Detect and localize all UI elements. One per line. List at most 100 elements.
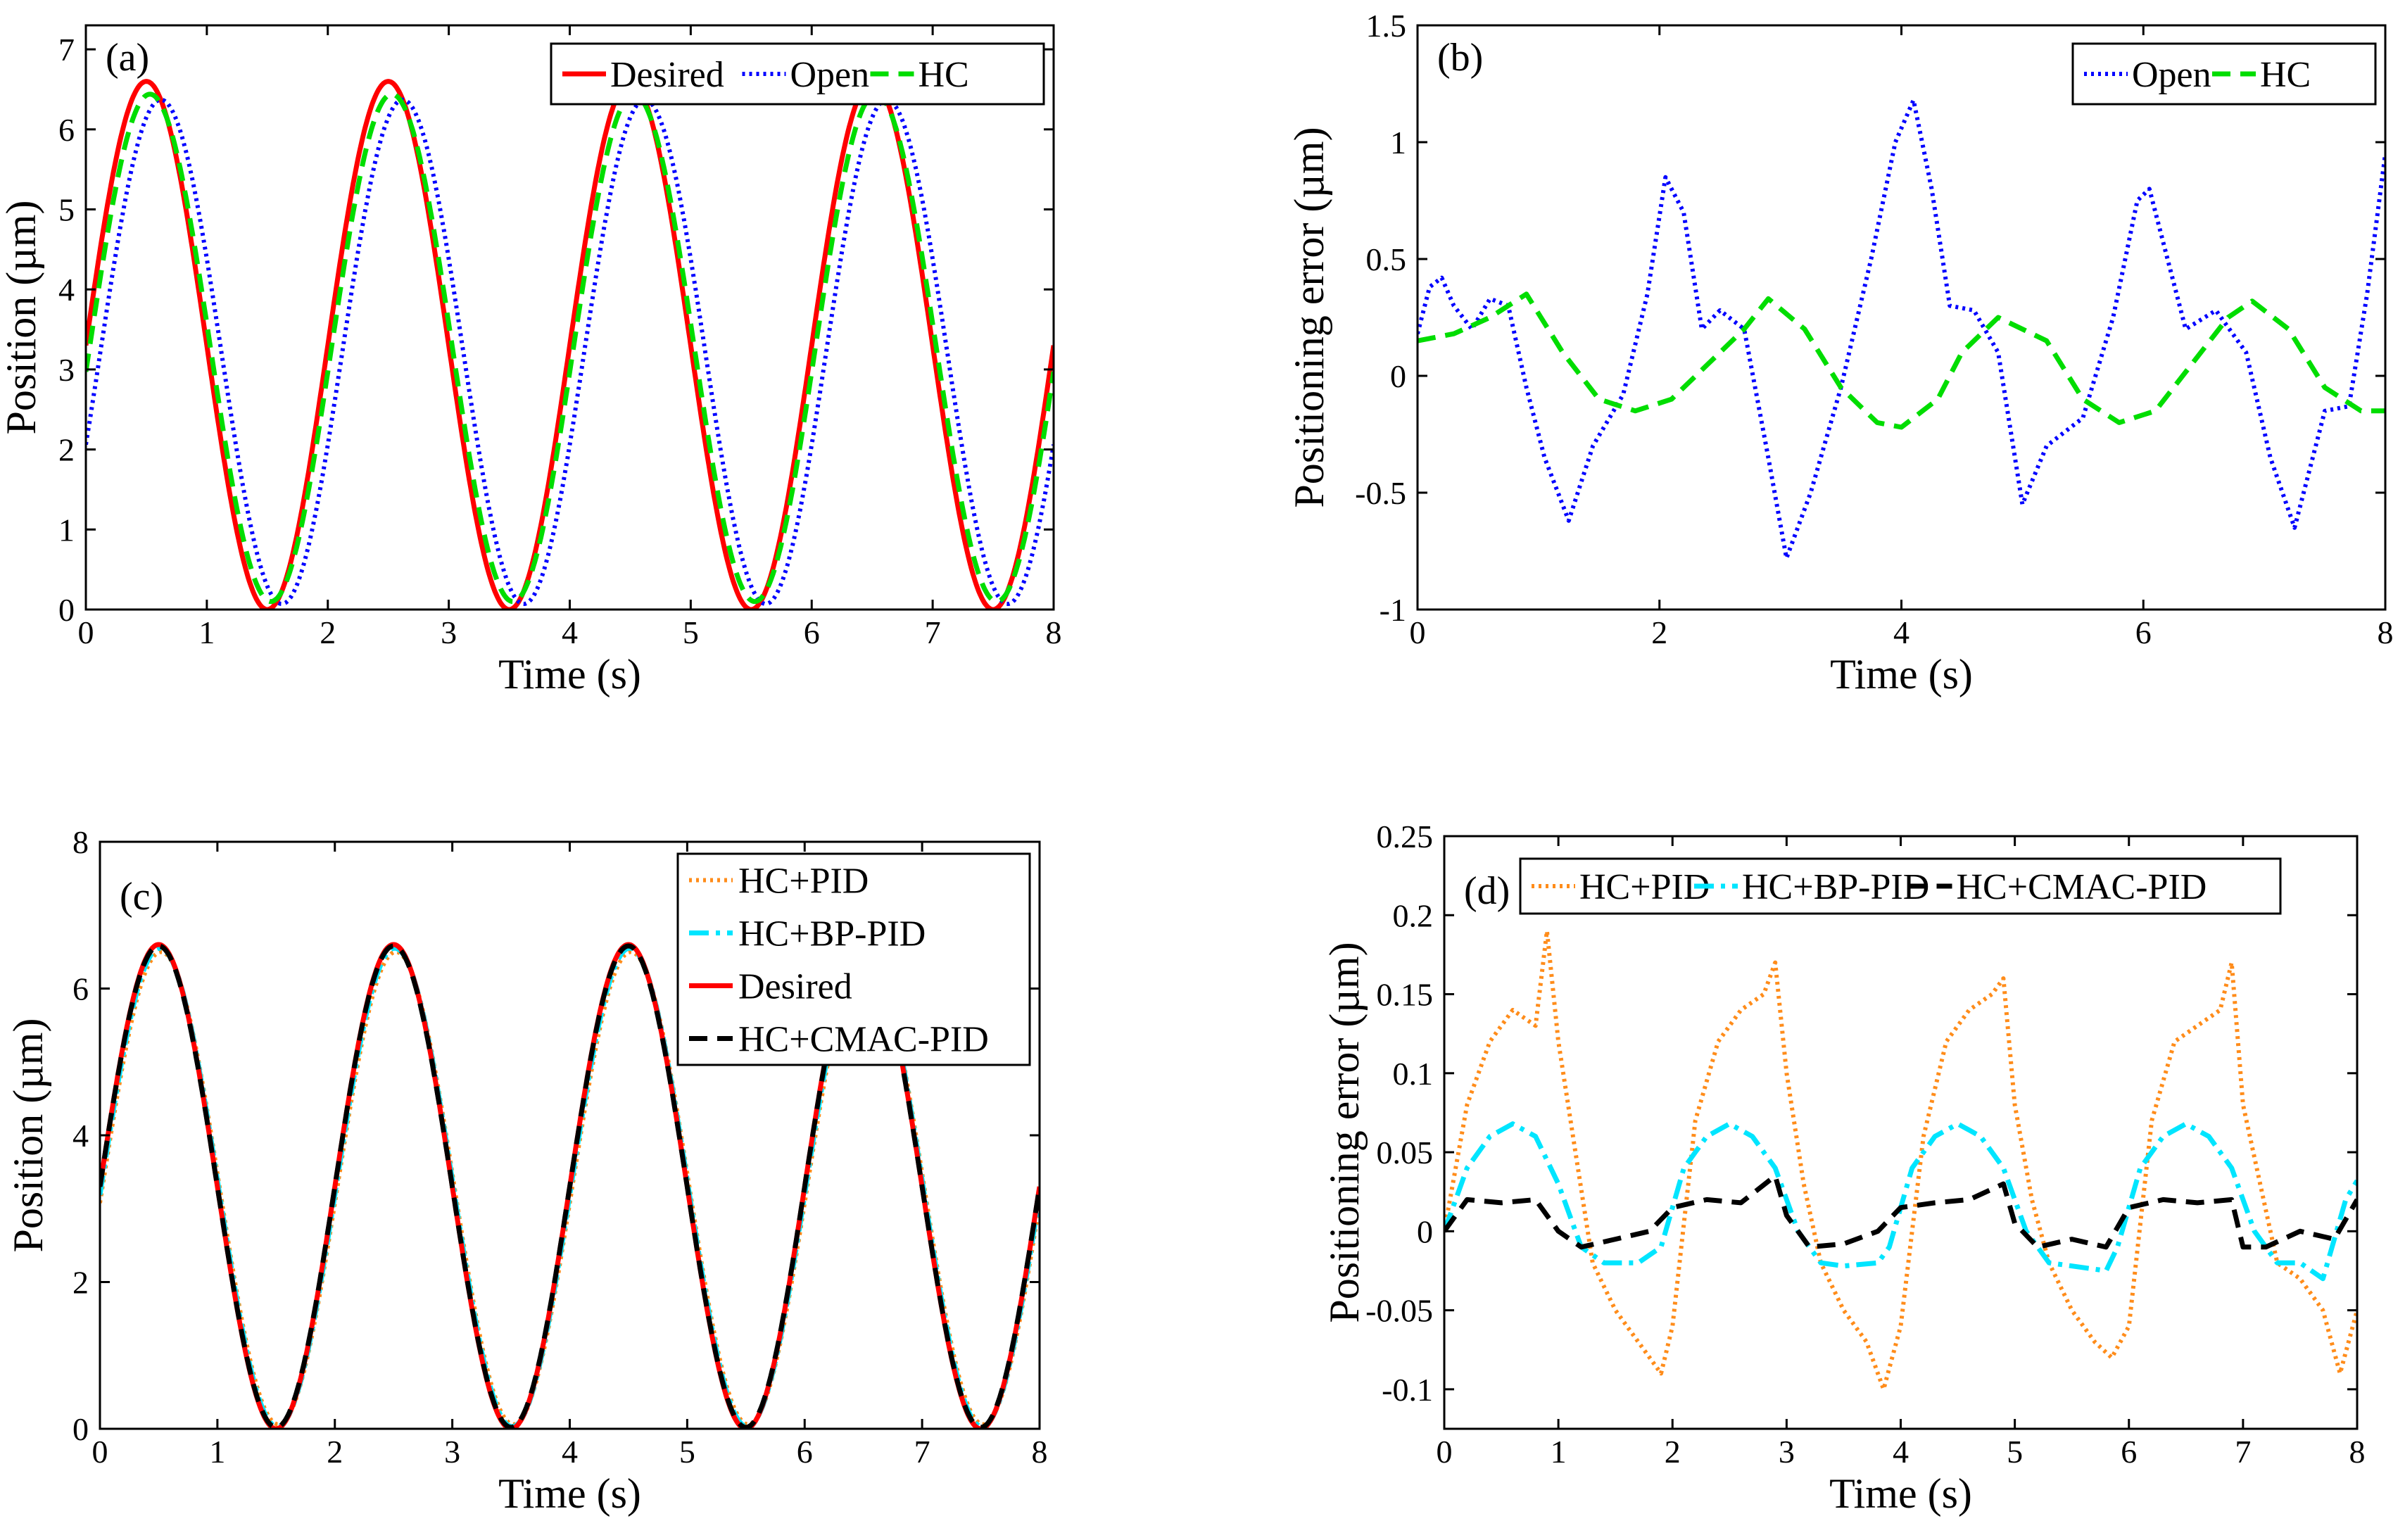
legend-label: HC+BP-PID	[1742, 867, 1929, 907]
y-tick-label: 0.2	[1393, 897, 1434, 933]
chart-panel-b: 0 2 4 6 8 -1 -0.5 0 0.5 1 1.5 Time (s) Positioning e…	[1286, 8, 2394, 698]
x-tick-label: 5	[2007, 1434, 2023, 1470]
x-tick-label: 6	[2135, 614, 2152, 650]
x-tick-label: 7	[925, 614, 941, 650]
legend: HC+PID HC+BP-PID HC+CMAC-PID	[1519, 857, 2282, 915]
panel-label: (c)	[120, 875, 163, 919]
series-line-hc-cmac-pid	[1444, 1173, 2357, 1250]
x-tick-label: 8	[2378, 614, 2394, 650]
y-tick-label: 2	[58, 432, 75, 468]
x-axis-label: Time (s)	[1830, 651, 1973, 698]
x-tick-label: 3	[444, 1434, 460, 1470]
x-axis-label: Time (s)	[1829, 1470, 1972, 1517]
series-line-open	[1418, 98, 2385, 560]
y-tick-label: 4	[72, 1118, 89, 1154]
y-tick-label: 0.15	[1377, 977, 1434, 1013]
x-tick-label: 2	[1665, 1434, 1681, 1470]
x-tick-label: 4	[1893, 614, 1910, 650]
x-tick-label: 0	[92, 1434, 108, 1470]
legend: Open HC	[2071, 42, 2377, 106]
y-tick-label: 0	[58, 592, 75, 628]
legend-label: HC+CMAC-PID	[1957, 867, 2207, 907]
x-tick-label: 4	[1893, 1434, 1909, 1470]
x-tick-label: 3	[441, 614, 457, 650]
x-tick-label: 1	[198, 614, 215, 650]
series-group	[1418, 98, 2385, 560]
x-tick-label: 4	[562, 614, 578, 650]
panel-label: (d)	[1464, 869, 1510, 913]
legend-label: HC	[2260, 55, 2311, 95]
y-tick-label: 6	[72, 971, 89, 1007]
x-tick-label: 1	[1551, 1434, 1567, 1470]
series-group	[1444, 928, 2357, 1391]
panel-label: (a)	[106, 36, 149, 80]
x-tick-label: 5	[679, 1434, 695, 1470]
y-axis-label: Positioning error (µm)	[1286, 127, 1332, 507]
legend-box	[1519, 857, 2282, 915]
y-tick-label: 0	[1417, 1213, 1433, 1249]
y-tick-label: 1	[1390, 125, 1406, 160]
y-tick-label: 2	[72, 1265, 89, 1301]
legend-label: HC	[919, 55, 969, 95]
y-tick-label: 0.25	[1377, 819, 1434, 854]
y-tick-label: 0	[1390, 358, 1406, 394]
legend-box	[550, 42, 1045, 106]
y-axis-label: Position (µm)	[5, 1018, 51, 1253]
chart-panel-c: 0 1 2 3 4 5 6 7 8 0 2 4 6 8 Time (s) Position (µm) (c) HC…	[5, 824, 1048, 1517]
y-tick-label: 8	[72, 824, 89, 860]
x-tick-label: 2	[1651, 614, 1667, 650]
y-tick-label: 0.1	[1393, 1056, 1434, 1092]
x-tick-label: 0	[1410, 614, 1426, 650]
x-tick-label: 8	[1046, 614, 1062, 650]
plot-frame	[1416, 24, 2387, 611]
y-tick-label: 1	[58, 512, 75, 548]
x-axis-label: Time (s)	[498, 651, 641, 698]
x-tick-label: 2	[320, 614, 336, 650]
y-tick-label: -1	[1380, 592, 1406, 628]
series-line-hc-pid	[1444, 928, 2357, 1391]
panel-label: (b)	[1437, 36, 1483, 80]
chart-panel-a: 0 1 2 3 4 5 6 7 8 0 1 2 3 4 5 6 7 Time (s) Position (µm) (a…	[0, 24, 1062, 698]
y-tick-label: 1.5	[1366, 8, 1407, 44]
x-tick-label: 6	[797, 1434, 813, 1470]
legend-box	[676, 852, 1031, 1066]
legend-label: Open	[2132, 55, 2211, 95]
x-tick-label: 8	[2349, 1434, 2366, 1470]
series-line-hc-bp-pid	[1444, 1121, 2357, 1282]
x-tick-label: 0	[1437, 1434, 1453, 1470]
y-tick-label: 0	[72, 1411, 89, 1447]
series-group	[86, 79, 1054, 610]
x-tick-label: 7	[2235, 1434, 2251, 1470]
x-tick-label: 8	[1032, 1434, 1048, 1470]
x-tick-label: 4	[562, 1434, 578, 1470]
y-tick-label: -0.1	[1382, 1372, 1433, 1408]
y-tick-label: -0.5	[1355, 475, 1406, 511]
plot-frame	[1443, 835, 2359, 1430]
x-tick-label: 1	[209, 1434, 225, 1470]
y-tick-label: -0.05	[1365, 1293, 1433, 1329]
chart-panel-d: 0 1 2 3 4 5 6 7 8 -0.1 -0.05 0 0.05 0.1 0.15 0.2 0.25 Tim…	[1321, 819, 2366, 1517]
x-tick-label: 2	[327, 1434, 343, 1470]
y-tick-label: 3	[58, 352, 75, 388]
legend-label: HC+PID	[1579, 867, 1710, 907]
series-line-hc	[86, 91, 1054, 605]
x-tick-label: 0	[78, 614, 94, 650]
y-tick-label: 7	[58, 32, 75, 68]
x-tick-label: 6	[804, 614, 820, 650]
series-line-desired	[86, 79, 1054, 610]
y-axis-label: Positioning error (µm)	[1321, 942, 1368, 1323]
legend-label: HC+PID	[738, 861, 869, 902]
legend: Desired Open HC	[550, 42, 1045, 106]
y-axis-label: Position (µm)	[0, 201, 44, 435]
plot-frame	[84, 24, 1055, 611]
y-tick-label: 0.05	[1377, 1135, 1434, 1170]
x-tick-label: 5	[683, 614, 699, 650]
y-tick-label: 0.5	[1366, 241, 1407, 277]
legend: HC+PID HC+BP-PID Desired HC+CMAC-PID	[676, 852, 1031, 1066]
legend-label: HC+CMAC-PID	[738, 1020, 989, 1060]
x-tick-label: 6	[2121, 1434, 2137, 1470]
series-line-hc	[1418, 291, 2385, 430]
x-tick-label: 3	[1779, 1434, 1795, 1470]
y-tick-label: 4	[58, 272, 75, 308]
